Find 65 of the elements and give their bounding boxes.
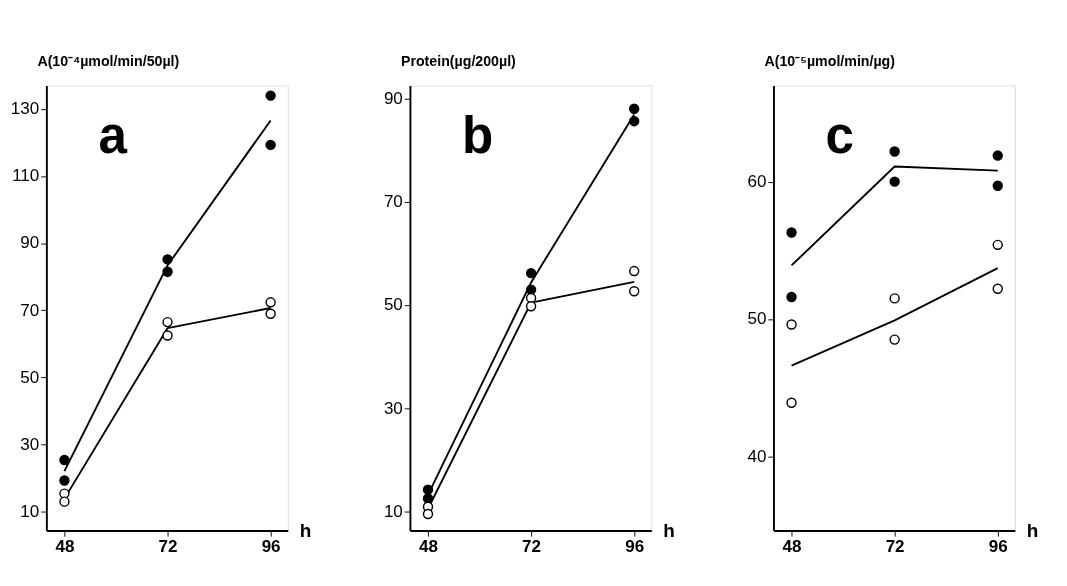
- point: [786, 291, 797, 303]
- y-tick-label: 90: [20, 233, 40, 253]
- y-tick-label: 70: [20, 300, 40, 320]
- point: [59, 454, 70, 466]
- point: [59, 475, 70, 486]
- point: [162, 254, 173, 265]
- point: [889, 176, 900, 187]
- y-tick-label: 30: [383, 398, 403, 418]
- point: [265, 139, 276, 151]
- point: [59, 488, 70, 499]
- point: [422, 484, 434, 495]
- point: [889, 146, 900, 157]
- point: [59, 496, 70, 507]
- point: [525, 267, 537, 279]
- annotation: a: [98, 106, 128, 164]
- y-tick-label: 50: [20, 367, 40, 387]
- y-axis-title: A(10⁻⁴µmol/min/50µl): [37, 53, 180, 70]
- annotation: b: [462, 106, 494, 164]
- annotation: c: [825, 106, 855, 164]
- point: [889, 293, 900, 304]
- point: [992, 239, 1003, 251]
- point: [786, 319, 797, 330]
- y-tick-label: 90: [383, 88, 403, 108]
- x-tick-label: 48: [418, 536, 438, 556]
- y-tick-label: 70: [383, 192, 403, 212]
- y-tick-label: 40: [747, 446, 767, 466]
- y-tick-label: 130: [10, 99, 40, 119]
- point: [162, 316, 173, 328]
- point: [992, 150, 1003, 161]
- x-tick-label: 96: [261, 536, 281, 556]
- point: [162, 266, 173, 277]
- x-tick-label: 72: [158, 536, 178, 556]
- point: [265, 308, 276, 319]
- y-tick-label: 30: [20, 434, 40, 454]
- x-tick-label: 48: [55, 536, 75, 556]
- x-axis-title: h: [299, 519, 312, 541]
- y-tick-label: 50: [383, 295, 403, 315]
- y-tick-label: 60: [747, 171, 767, 191]
- point: [628, 103, 640, 114]
- x-tick-label: 72: [522, 536, 542, 556]
- x-axis-title: h: [663, 519, 675, 541]
- y-axis-title: A(10⁻⁵µmol/min/µg): [764, 53, 896, 70]
- y-axis-title: Protein(µg/200µl): [400, 53, 517, 70]
- x-tick-label: 96: [988, 536, 1008, 556]
- point: [628, 115, 640, 127]
- point: [628, 286, 640, 297]
- point: [628, 265, 640, 277]
- point: [422, 508, 434, 520]
- y-tick-label: 10: [20, 501, 40, 521]
- y-tick-label: 10: [383, 502, 403, 522]
- point: [786, 397, 797, 408]
- x-tick-label: 48: [782, 536, 802, 556]
- y-tick-label: 50: [747, 309, 767, 329]
- point: [992, 283, 1003, 294]
- point: [265, 297, 276, 308]
- x-tick-label: 72: [885, 536, 905, 556]
- point: [992, 180, 1003, 191]
- point: [265, 90, 276, 101]
- x-tick-label: 96: [625, 536, 645, 556]
- point: [525, 301, 537, 312]
- x-axis-title: h: [1026, 519, 1039, 541]
- point: [786, 227, 797, 238]
- y-tick-label: 110: [12, 166, 40, 186]
- point: [889, 334, 900, 345]
- point: [162, 330, 173, 341]
